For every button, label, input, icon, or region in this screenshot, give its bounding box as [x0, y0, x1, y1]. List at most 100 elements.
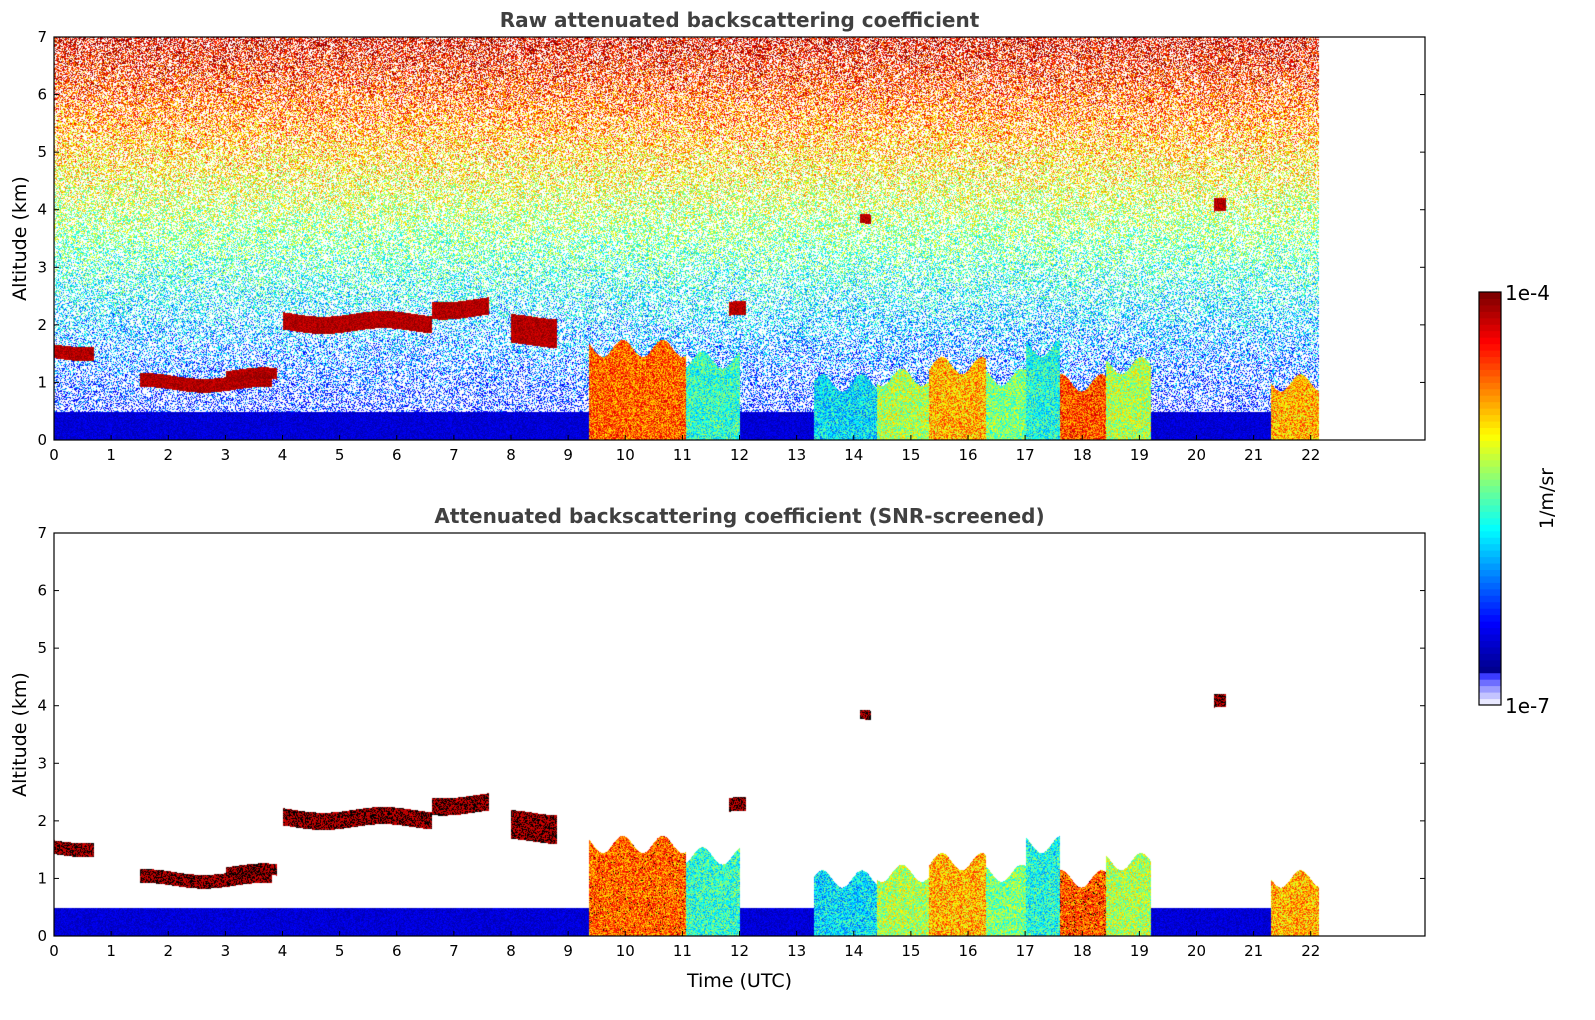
x-tick-label: 9 — [563, 446, 573, 464]
colorbar: 1e-4 1e-7 1/m/sr — [1478, 281, 1558, 718]
y-tick-label: 3 — [37, 258, 47, 276]
y-tick-label: 5 — [37, 639, 47, 657]
x-tick-label: 19 — [1130, 446, 1149, 464]
colorbar-bin — [1479, 343, 1501, 351]
colorbar-frame — [1478, 291, 1502, 706]
heatmap-screened — [54, 533, 1425, 936]
colorbar-bin — [1479, 362, 1501, 370]
colorbar-bin — [1479, 653, 1501, 661]
x-tick-label: 20 — [1187, 446, 1206, 464]
x-tick-label: 18 — [1073, 446, 1092, 464]
y-tick-label: 3 — [37, 754, 47, 772]
x-tick-label: 6 — [392, 942, 402, 960]
panel-title-raw: Raw attenuated backscattering coefficien… — [500, 8, 980, 32]
y-ticks-screened: 0 1 2 3 4 5 6 7 — [37, 524, 1425, 945]
x-ticks-screened: 0 1 2 3 4 5 6 7 8 9 10 11 12 13 14 15 16 17 18 19 20 21 22 — [49, 931, 1320, 960]
colorbar-bin — [1479, 588, 1501, 596]
y-tick-label: 4 — [37, 697, 47, 715]
colorbar-bin — [1479, 421, 1501, 429]
colorbar-bin — [1479, 563, 1501, 570]
x-tick-label: 0 — [49, 942, 59, 960]
colorbar-bin — [1479, 595, 1501, 603]
colorbar-bin — [1479, 466, 1501, 474]
y-tick-label: 6 — [37, 86, 47, 104]
colorbar-bin — [1479, 433, 1501, 441]
heatmap-raw — [54, 37, 1425, 440]
colorbar-bin — [1479, 627, 1501, 635]
x-tick-label: 18 — [1073, 942, 1092, 960]
x-tick-label: 22 — [1301, 942, 1320, 960]
y-tick-label: 1 — [37, 869, 47, 887]
y-tick-label: 2 — [37, 316, 47, 334]
x-tick-label: 14 — [844, 446, 863, 464]
x-tick-label: 13 — [787, 446, 806, 464]
colorbar-bin — [1479, 414, 1501, 422]
colorbar-bin — [1479, 369, 1501, 377]
colorbar-bin — [1479, 621, 1501, 629]
colorbar-top-label: 1e-4 — [1505, 281, 1550, 305]
x-tick-label: 22 — [1301, 446, 1320, 464]
colorbar-label: 1/m/sr — [1536, 468, 1558, 529]
x-tick-label: 2 — [163, 446, 173, 464]
x-tick-label: 6 — [392, 446, 402, 464]
colorbar-bin — [1479, 537, 1501, 545]
x-tick-label: 17 — [1016, 942, 1035, 960]
x-tick-label: 0 — [49, 446, 59, 464]
colorbar-bin — [1479, 492, 1501, 499]
colorbar-bin — [1479, 317, 1501, 325]
colorbar-bin — [1479, 459, 1501, 467]
colorbar-bin — [1479, 517, 1501, 525]
colorbar-bin — [1479, 498, 1501, 506]
colorbar-bin — [1479, 337, 1501, 345]
colorbar-bin — [1479, 408, 1501, 416]
y-tick-label: 0 — [37, 927, 47, 945]
colorbar-bin — [1479, 685, 1501, 693]
colorbar-bin — [1479, 440, 1501, 448]
x-tick-label: 14 — [844, 942, 863, 960]
colorbar-bin — [1479, 479, 1501, 487]
colorbar-bin — [1479, 614, 1501, 622]
x-tick-label: 4 — [278, 446, 288, 464]
colorbar-bin — [1479, 659, 1501, 667]
x-tick-label: 8 — [506, 942, 516, 960]
colorbar-bin — [1479, 350, 1501, 358]
panel-screened: Attenuated backscattering coefficient (S… — [9, 504, 1426, 992]
colorbar-bin — [1479, 292, 1501, 299]
x-tick-label: 13 — [787, 942, 806, 960]
x-tick-label: 16 — [958, 446, 977, 464]
x-tick-label: 8 — [506, 446, 516, 464]
colorbar-bin — [1479, 446, 1501, 454]
y-tick-label: 0 — [37, 431, 47, 449]
y-tick-label: 5 — [37, 143, 47, 161]
colorbar-bin — [1479, 298, 1501, 306]
x-tick-label: 17 — [1016, 446, 1035, 464]
x-tick-label: 20 — [1187, 942, 1206, 960]
y-tick-label: 7 — [37, 524, 47, 542]
colorbar-bin — [1479, 356, 1501, 364]
x-tick-label: 12 — [730, 942, 749, 960]
colorbar-bin — [1479, 311, 1501, 319]
y-tick-label: 6 — [37, 582, 47, 600]
colorbar-bin — [1479, 666, 1501, 674]
colorbar-bin — [1479, 550, 1501, 558]
x-tick-label: 4 — [278, 942, 288, 960]
colorbar-bin — [1479, 511, 1501, 519]
colorbar-bin — [1479, 575, 1501, 583]
colorbar-bin — [1479, 679, 1501, 687]
y-ticks-raw: 0 1 2 3 4 5 6 7 — [37, 28, 1425, 449]
colorbar-bin — [1479, 582, 1501, 590]
colorbar-bin — [1479, 395, 1501, 403]
y-tick-label: 2 — [37, 812, 47, 830]
colorbar-bin — [1479, 388, 1501, 396]
y-axis-label-raw: Altitude (km) — [9, 176, 31, 301]
colorbar-bin — [1479, 543, 1501, 551]
colorbar-bin — [1479, 608, 1501, 616]
x-axis-label: Time (UTC) — [686, 970, 792, 992]
x-tick-label: 5 — [335, 446, 345, 464]
x-tick-label: 1 — [106, 446, 116, 464]
x-tick-label: 11 — [673, 942, 692, 960]
x-tick-label: 12 — [730, 446, 749, 464]
colorbar-bin — [1479, 569, 1501, 577]
x-tick-label: 21 — [1244, 942, 1263, 960]
colorbar-bin — [1479, 640, 1501, 648]
